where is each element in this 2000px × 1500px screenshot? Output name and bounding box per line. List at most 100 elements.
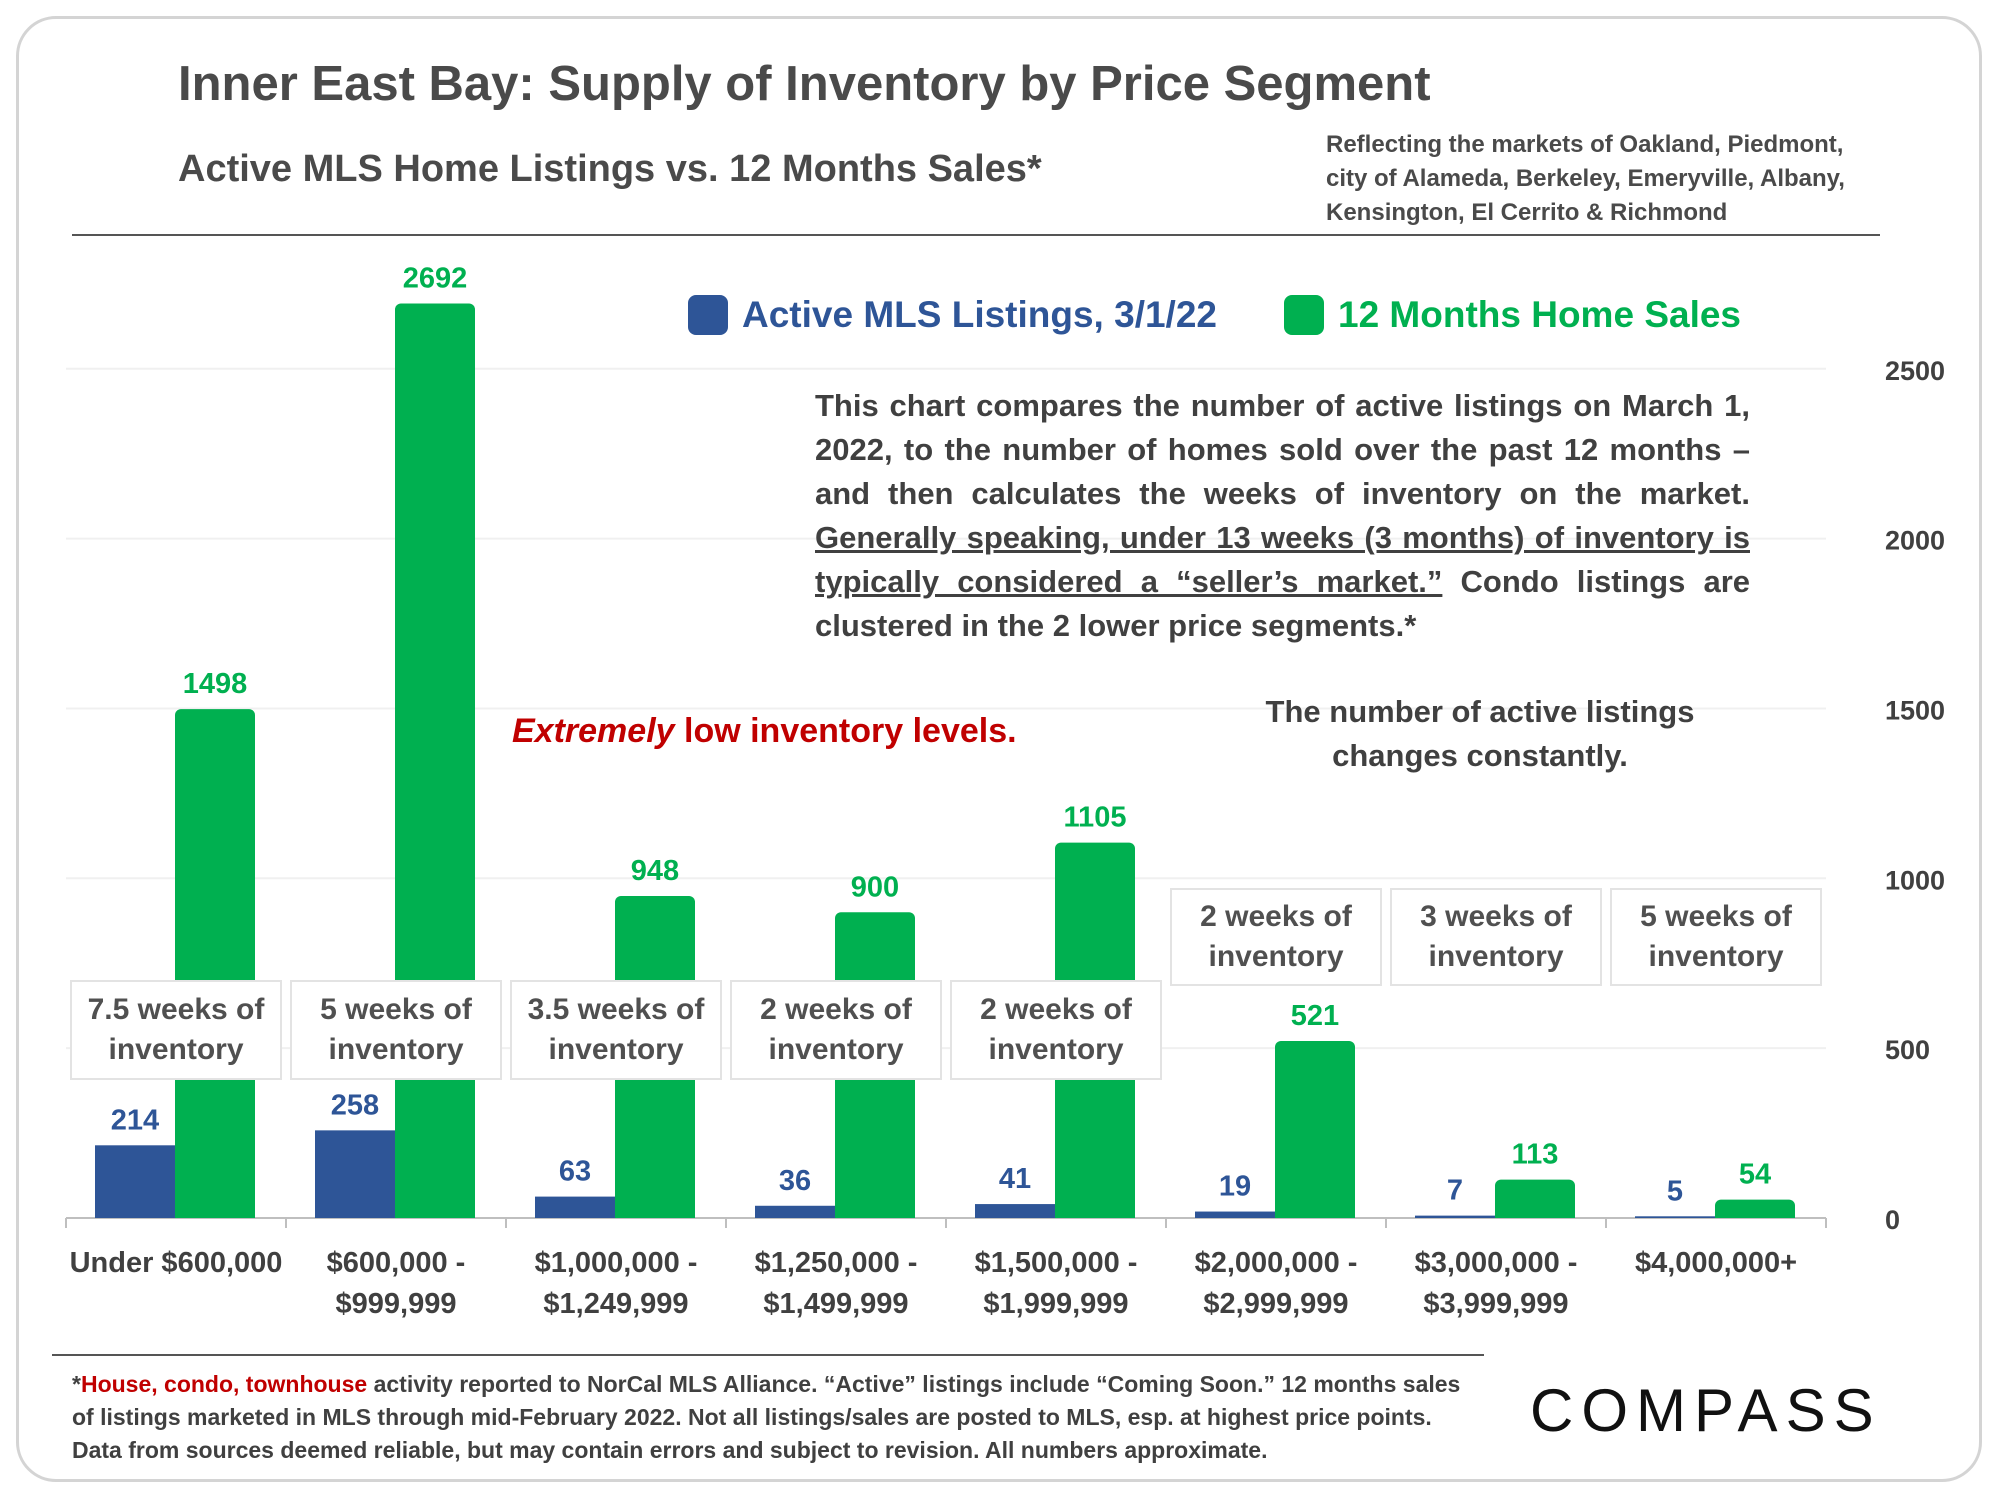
weeks-of-inventory-line: 5 weeks of xyxy=(1640,900,1792,933)
bar-active xyxy=(95,1145,175,1218)
bar-active xyxy=(975,1204,1055,1218)
category-label: $1,250,000 - xyxy=(755,1247,918,1279)
legend-swatch-active xyxy=(688,295,728,335)
weeks-of-inventory-box: 2 weeks of inventory xyxy=(730,980,942,1080)
footnote: *House, condo, townhouse activity report… xyxy=(72,1368,1484,1467)
bar-sales-base xyxy=(395,309,475,1218)
weeks-of-inventory-box: 7.5 weeks of inventory xyxy=(70,980,282,1080)
data-label-active: 19 xyxy=(1219,1171,1251,1203)
category-label: $999,999 xyxy=(336,1288,457,1320)
footnote-star: * xyxy=(72,1371,81,1397)
category-label: $4,000,000+ xyxy=(1635,1247,1797,1279)
category-label: $3,999,999 xyxy=(1423,1288,1568,1320)
weeks-of-inventory-line: 7.5 weeks of xyxy=(87,993,265,1026)
data-label-sales: 521 xyxy=(1291,1000,1339,1032)
y-tick-label: 2000 xyxy=(1885,526,1945,556)
chart-card xyxy=(16,16,1982,1482)
weeks-of-inventory-line: inventory xyxy=(768,1033,904,1066)
weeks-of-inventory-line: 2 weeks of xyxy=(980,993,1132,1026)
weeks-of-inventory-box: 5 weeks of inventory xyxy=(290,980,502,1080)
bar-active xyxy=(315,1130,395,1218)
description-text: This chart compares the number of active… xyxy=(815,388,1750,511)
category-label: $2,999,999 xyxy=(1203,1288,1348,1320)
bar-active xyxy=(535,1196,615,1218)
legend-item-active: Active MLS Listings, 3/1/22 xyxy=(688,290,1217,340)
category-label: $3,000,000 - xyxy=(1415,1247,1578,1279)
data-label-sales: 900 xyxy=(851,871,899,903)
legend-label-sales: 12 Months Home Sales xyxy=(1338,294,1742,335)
y-tick-label: 0 xyxy=(1885,1205,1900,1235)
data-label-active: 5 xyxy=(1667,1175,1683,1207)
description-text-end: Condo listings are clustered in the 2 lo… xyxy=(815,564,1750,643)
weeks-of-inventory-box: 2 weeks of inventory xyxy=(950,980,1162,1080)
category-label: $1,500,000 - xyxy=(975,1247,1138,1279)
data-label-sales: 113 xyxy=(1512,1139,1559,1171)
data-label-active: 258 xyxy=(331,1089,379,1121)
data-label-active: 41 xyxy=(999,1163,1031,1195)
data-label-active: 36 xyxy=(779,1165,811,1197)
legend-item-sales: 12 Months Home Sales xyxy=(1284,290,1741,340)
chart-title: Inner East Bay: Supply of Inventory by P… xyxy=(178,57,1431,111)
callout-text: low inventory levels. xyxy=(684,712,1017,750)
region-line: Kensington, El Cerrito & Richmond xyxy=(1326,199,1728,226)
bar-active xyxy=(1635,1216,1715,1218)
data-label-active: 214 xyxy=(111,1104,159,1136)
header-divider xyxy=(72,234,1880,236)
weeks-of-inventory-line: inventory xyxy=(1208,940,1344,973)
inventory-callout: Extremely low inventory levels. xyxy=(512,712,1017,751)
y-tick-label: 500 xyxy=(1885,1035,1930,1065)
weeks-of-inventory-box: 3.5 weeks of inventory xyxy=(510,980,722,1080)
category-label: Under $600,000 xyxy=(70,1247,283,1279)
callout-emphasis: Extremely xyxy=(512,712,675,750)
footnote-divider xyxy=(52,1354,1484,1356)
listings-note: The number of active listings changes co… xyxy=(1265,694,1695,773)
bar-sales-base xyxy=(1495,1185,1575,1218)
category-label: $1,249,999 xyxy=(543,1288,688,1320)
category-label: $2,000,000 - xyxy=(1195,1247,1358,1279)
chart-subtitle: Active MLS Home Listings vs. 12 Months S… xyxy=(178,148,1042,190)
category-label: $1,000,000 - xyxy=(535,1247,698,1279)
footnote-highlight: House, condo, townhouse xyxy=(80,1371,368,1397)
data-label-sales: 2692 xyxy=(403,263,468,295)
region-note: Reflecting the markets of Oakland, Piedm… xyxy=(1326,128,1845,230)
weeks-of-inventory-line: inventory xyxy=(1648,940,1784,973)
bar-sales-base xyxy=(1715,1205,1795,1218)
data-label-active: 63 xyxy=(559,1156,591,1188)
weeks-of-inventory-box: 5 weeks of inventory xyxy=(1610,888,1822,986)
weeks-of-inventory-line: 3 weeks of xyxy=(1420,900,1572,933)
weeks-of-inventory-line: inventory xyxy=(108,1033,244,1066)
weeks-of-inventory-line: 2 weeks of xyxy=(1200,900,1352,933)
legend-swatch-sales xyxy=(1284,295,1324,335)
bar-active xyxy=(1195,1211,1275,1218)
y-tick-label: 1000 xyxy=(1885,865,1945,895)
data-label-sales: 54 xyxy=(1739,1159,1771,1191)
weeks-of-inventory-line: 2 weeks of xyxy=(760,993,912,1026)
compass-logo: COMPASS xyxy=(1530,1377,1882,1444)
bar-sales-base xyxy=(1275,1047,1355,1218)
weeks-of-inventory-line: 5 weeks of xyxy=(320,993,472,1026)
weeks-of-inventory-line: inventory xyxy=(548,1033,684,1066)
description-underlined: Generally speaking, under 13 weeks (3 mo… xyxy=(815,520,1750,599)
y-tick-label: 2500 xyxy=(1885,356,1945,386)
category-label: $1,999,999 xyxy=(983,1288,1128,1320)
data-label-active: 7 xyxy=(1447,1175,1463,1207)
chart-description: This chart compares the number of active… xyxy=(815,384,1750,648)
category-label: $1,499,999 xyxy=(763,1288,908,1320)
region-line: Reflecting the markets of Oakland, Piedm… xyxy=(1326,131,1844,158)
data-label-sales: 1498 xyxy=(183,668,248,700)
data-label-sales: 1105 xyxy=(1064,802,1127,834)
data-label-sales: 948 xyxy=(631,855,679,887)
weeks-of-inventory-box: 2 weeks of inventory xyxy=(1170,888,1382,986)
weeks-of-inventory-box: 3 weeks of inventory xyxy=(1390,888,1602,986)
weeks-of-inventory-line: inventory xyxy=(1428,940,1564,973)
bar-sales-base xyxy=(175,715,255,1218)
legend-label-active: Active MLS Listings, 3/1/22 xyxy=(742,294,1217,335)
weeks-of-inventory-line: inventory xyxy=(988,1033,1124,1066)
region-line: city of Alameda, Berkeley, Emeryville, A… xyxy=(1326,165,1845,192)
y-tick-label: 1500 xyxy=(1885,695,1945,725)
footnote-text: activity reported to NorCal MLS Alliance… xyxy=(72,1371,1461,1463)
weeks-of-inventory-line: 3.5 weeks of xyxy=(527,993,705,1026)
bar-active xyxy=(1415,1215,1495,1218)
weeks-of-inventory-line: inventory xyxy=(328,1033,464,1066)
